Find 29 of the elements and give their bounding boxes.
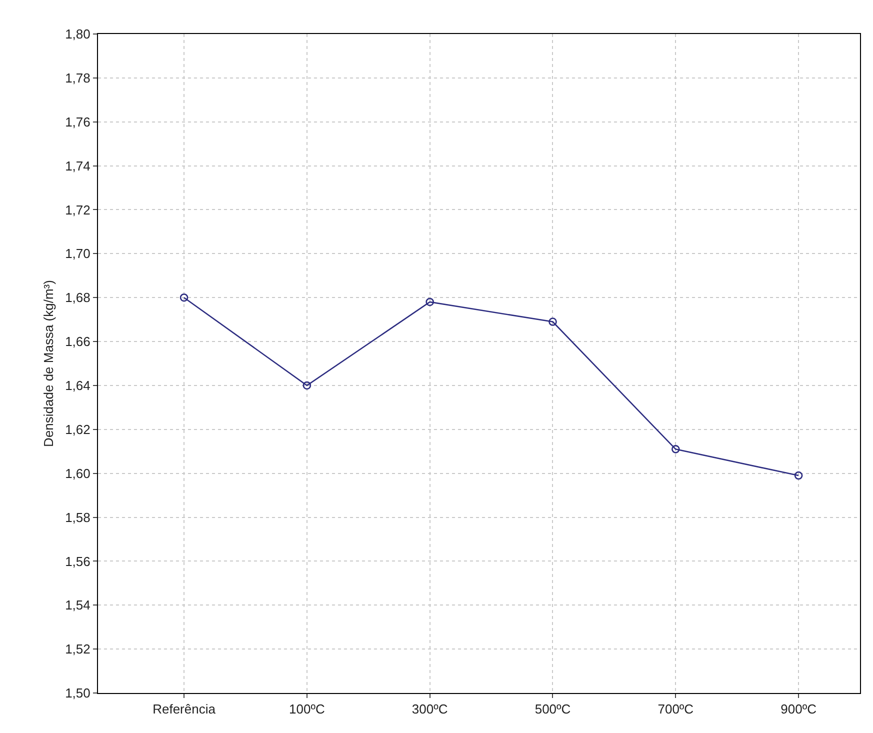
y-tick-label: 1,72	[65, 202, 90, 218]
point	[426, 298, 434, 306]
y-tick-label: 1,62	[65, 422, 90, 437]
y-tick-label: 1,74	[65, 158, 90, 174]
y-tick-label: 1,56	[65, 554, 90, 569]
x-tick-label: 900ºC	[780, 702, 816, 717]
point	[180, 293, 188, 302]
y-tick-label: 1,68	[65, 290, 90, 306]
y-tick-label: 1,66	[65, 334, 90, 350]
y-tick-label: 1,60	[65, 466, 90, 481]
y-axis-title: Densidade de Massa (kg/m³)	[41, 280, 56, 447]
y-tick-label: 1,70	[65, 246, 90, 262]
point	[672, 445, 680, 454]
y-tick-label: 1,50	[65, 686, 90, 701]
point	[302, 381, 312, 390]
x-tick-label: 100ºC	[289, 702, 325, 717]
x-tick-label: 700ºC	[658, 702, 694, 717]
point	[794, 471, 803, 480]
x-tick-label: Referência	[152, 702, 216, 717]
y-tick-label: 1,58	[65, 510, 90, 525]
point	[548, 318, 557, 326]
x-tick-label: 300ºC	[412, 702, 448, 717]
x-tick-label: 500ºC	[534, 702, 571, 717]
y-tick-label: 1,80	[65, 26, 90, 42]
y-tick-label: 1,76	[65, 114, 90, 130]
y-tick-label: 1,64	[65, 378, 90, 394]
y-tick-label: 1,52	[65, 642, 90, 657]
y-tick-label: 1,78	[65, 70, 90, 86]
y-tick-label: 1,54	[65, 598, 90, 613]
